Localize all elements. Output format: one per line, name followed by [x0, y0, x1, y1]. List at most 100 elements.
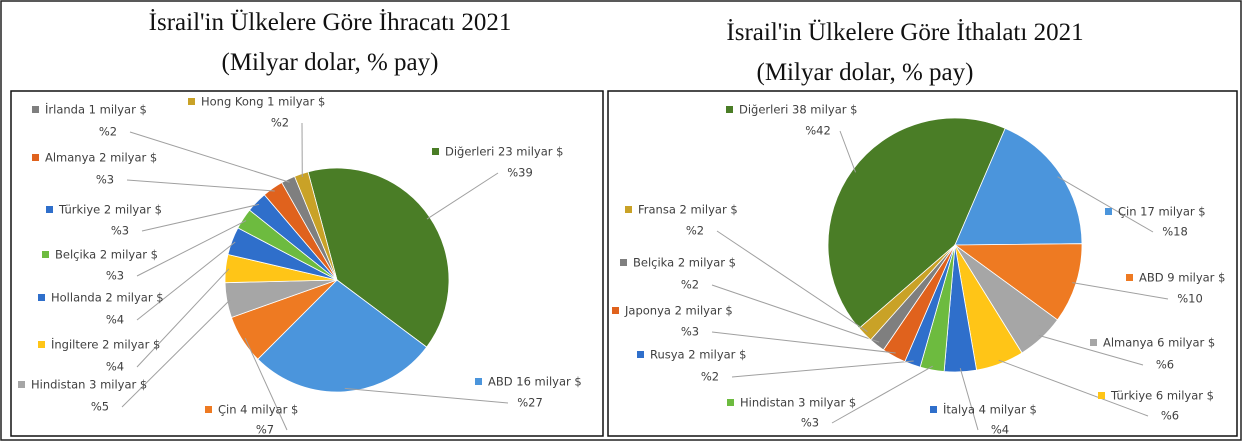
legend-marker	[18, 381, 25, 388]
legend-marker	[930, 406, 937, 413]
chart-title: İsrail'in Ülkelere Göre İthalatı 2021	[726, 19, 1083, 46]
slice-value-label: %2	[681, 278, 699, 292]
legend-marker	[637, 351, 644, 358]
legend-marker	[1105, 208, 1112, 215]
legend-marker	[46, 206, 53, 213]
leader-line	[731, 360, 914, 378]
slice-value-label: %5	[91, 400, 109, 414]
slice-label: Diğerleri 38 milyar $	[739, 103, 857, 117]
slice-label: Rusya 2 milyar $	[650, 348, 746, 362]
slice-value-label: %6	[1161, 409, 1179, 423]
leader-line	[959, 367, 979, 431]
slice-value-label: %2	[686, 224, 704, 238]
slice-value-label: %4	[991, 423, 1009, 437]
leader-line	[1072, 282, 1169, 300]
slice-value-label: %4	[106, 360, 124, 374]
legend-marker	[32, 154, 39, 161]
legend-marker	[38, 341, 45, 348]
slice-label: Çin 17 milyar $	[1118, 205, 1206, 219]
slice-value-label: %3	[681, 325, 699, 339]
slice-label: İngiltere 2 milyar $	[51, 337, 160, 352]
slice-label: Almanya 6 milyar $	[1103, 336, 1215, 350]
leader-line	[344, 387, 509, 404]
legend-marker	[432, 148, 439, 155]
slice-label: Japonya 2 milyar $	[624, 304, 733, 318]
leader-line	[1038, 334, 1144, 366]
slice-value-label: %39	[507, 166, 533, 180]
pie-slice	[827, 117, 1006, 329]
chart-subtitle: (Milyar dolar, % pay)	[222, 49, 439, 76]
legend-marker	[205, 406, 212, 413]
leader-line	[711, 284, 880, 343]
legend-marker	[1126, 274, 1133, 281]
legend-marker	[612, 307, 619, 314]
legend-marker	[42, 251, 49, 258]
slice-value-label: %18	[1162, 225, 1188, 239]
slice-value-label: %3	[96, 173, 114, 187]
pie-slice	[954, 127, 1083, 246]
slice-value-label: %4	[106, 313, 124, 327]
leader-line	[121, 299, 231, 408]
slice-label: Hindistan 3 milyar $	[740, 396, 856, 410]
leader-line	[998, 359, 1149, 417]
legend-marker	[32, 106, 39, 113]
legend-marker	[620, 259, 627, 266]
slice-label: Fransa 2 milyar $	[638, 203, 738, 217]
pie-slice	[858, 244, 956, 341]
right-frame	[607, 90, 1238, 437]
slice-label: Türkiye 2 milyar $	[58, 203, 162, 217]
slice-value-label: %42	[805, 124, 831, 138]
leader-line	[136, 220, 247, 277]
legend-marker	[726, 106, 733, 113]
legend-marker	[1098, 392, 1105, 399]
legend-marker	[727, 399, 734, 406]
leader-line	[711, 331, 896, 354]
slice-label: ABD 9 milyar $	[1139, 271, 1225, 285]
slice-label: Çin 4 milyar $	[218, 403, 298, 417]
legend-marker	[475, 378, 482, 385]
leader-line	[136, 241, 236, 321]
leader-line	[126, 179, 275, 192]
slice-label: Almanya 2 milyar $	[45, 151, 157, 165]
leader-line	[1057, 176, 1154, 233]
slice-value-label: %2	[701, 370, 719, 384]
slice-value-label: %2	[99, 125, 117, 139]
legend-marker	[38, 294, 45, 301]
slice-label: Belçika 2 milyar $	[55, 248, 158, 262]
legend-marker	[188, 98, 195, 105]
slice-value-label: %2	[271, 116, 289, 130]
leader-line	[136, 268, 230, 368]
slice-value-label: %3	[801, 416, 819, 430]
leader-line	[129, 131, 290, 183]
pie-slice	[257, 279, 428, 393]
slice-value-label: %7	[256, 423, 274, 437]
slice-label: Diğerleri 23 milyar $	[445, 145, 563, 159]
leader-line	[839, 130, 856, 173]
slice-value-label: %3	[106, 269, 124, 283]
pie-slice	[294, 171, 338, 281]
leader-line	[141, 203, 260, 232]
legend-marker	[625, 206, 632, 213]
chart-subtitle: (Milyar dolar, % pay)	[757, 59, 974, 86]
leader-line	[426, 172, 499, 220]
pie-slice	[953, 243, 1083, 321]
slice-label: ABD 16 milyar $	[488, 375, 582, 389]
left-frame	[10, 90, 604, 437]
slice-label: Hindistan 3 milyar $	[31, 378, 147, 392]
slice-value-label: %6	[1156, 358, 1174, 372]
leader-line	[716, 230, 868, 333]
leader-line	[831, 365, 933, 424]
slice-value-label: %10	[1177, 292, 1203, 306]
slice-label: Belçika 2 milyar $	[633, 256, 736, 270]
slice-label: Türkiye 6 milyar $	[1110, 389, 1214, 403]
slice-label: İtalya 4 milyar $	[943, 402, 1037, 417]
slice-label: İrlanda 1 milyar $	[45, 102, 147, 117]
slice-label: Hollanda 2 milyar $	[51, 291, 164, 305]
legend-marker	[1090, 339, 1097, 346]
leader-line	[244, 337, 288, 431]
slice-label: Hong Kong 1 milyar $	[201, 95, 325, 109]
chart-title: İsrail'in Ülkelere Göre İhracatı 2021	[149, 9, 512, 36]
slice-value-label: %27	[517, 396, 543, 410]
slice-value-label: %3	[111, 224, 129, 238]
